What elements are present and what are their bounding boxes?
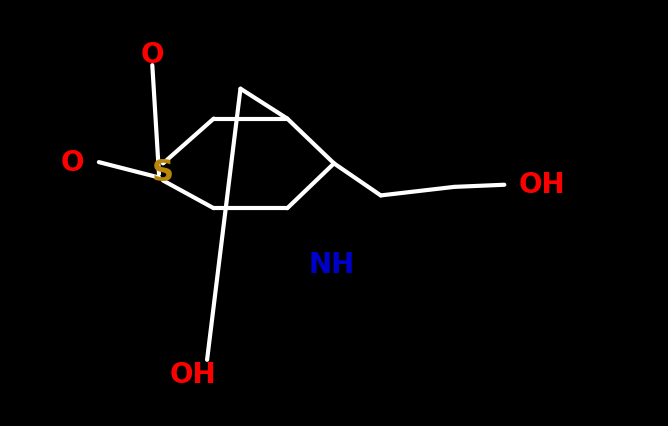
Text: O: O (140, 41, 164, 69)
Text: O: O (60, 149, 84, 177)
Text: OH: OH (518, 170, 565, 199)
Text: S: S (152, 158, 174, 187)
Text: NH: NH (309, 250, 355, 279)
Text: OH: OH (170, 360, 216, 389)
